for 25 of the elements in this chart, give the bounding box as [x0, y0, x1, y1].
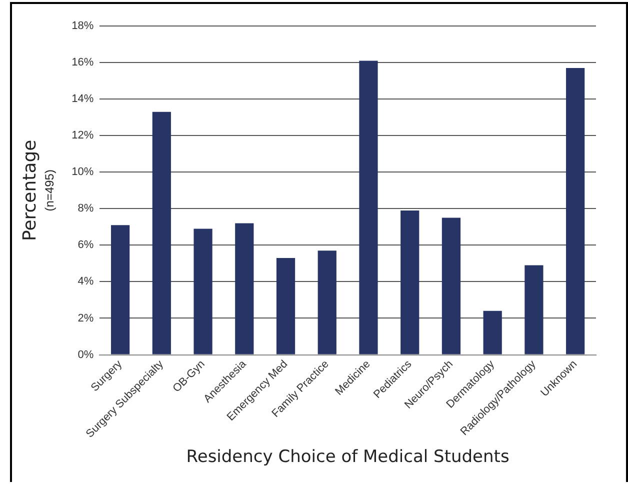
y-tick-label: 14%	[72, 93, 94, 106]
bar	[400, 210, 420, 354]
text: (n=495)	[42, 170, 56, 212]
bar	[110, 225, 130, 354]
y-tick-label: 8%	[78, 202, 94, 215]
bar	[235, 223, 254, 354]
y-tick-label: 18%	[72, 20, 94, 32]
y-tick-label: 12%	[72, 130, 94, 142]
bar	[276, 258, 296, 354]
bar	[566, 68, 585, 354]
y-tick-label: 6%	[78, 239, 94, 252]
bar	[194, 228, 212, 354]
y-tick-label: 10%	[72, 166, 94, 178]
y-axis-title: Percentage	[19, 140, 40, 242]
bar	[318, 250, 336, 354]
y-tick-label: 0%	[78, 348, 94, 361]
x-axis-title: Residency Choice of Medical Students	[186, 447, 510, 468]
bar	[359, 60, 378, 354]
y-tick-label: 16%	[72, 56, 94, 69]
y-tick-label: 4%	[78, 276, 94, 288]
bar	[524, 265, 544, 354]
bar	[483, 310, 502, 354]
bar	[442, 218, 461, 354]
bar	[152, 112, 171, 354]
y-tick-label: 2%	[78, 312, 94, 324]
